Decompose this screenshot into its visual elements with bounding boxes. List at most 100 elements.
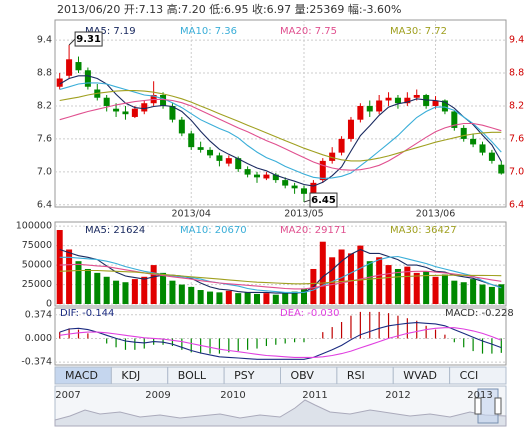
candle-body [56, 78, 63, 87]
y-tick-label: 7.0 [37, 166, 52, 177]
volume-bar [207, 291, 214, 305]
indicator-tab-label: RSI [347, 369, 365, 382]
ma-line [59, 255, 502, 293]
y-tick-label-right: 6.4 [509, 199, 524, 210]
volume-bar [338, 249, 345, 305]
volume-bar [150, 265, 157, 305]
legend-entry: MA5: 21624 [85, 225, 145, 236]
indicator-tab-label: WVAD [403, 369, 437, 382]
volume-bar [197, 290, 204, 305]
volume-bar [376, 257, 383, 305]
candle-body [131, 108, 138, 117]
candle-body [488, 152, 495, 161]
navigator-handle-left[interactable] [474, 397, 482, 415]
candle-body [441, 100, 448, 112]
volume-bar [357, 245, 364, 305]
annotation-box [309, 192, 338, 208]
volume-bar [216, 292, 223, 305]
candle-body [160, 94, 167, 106]
indicator-tab[interactable] [336, 366, 394, 385]
volume-bar [103, 276, 110, 305]
volume-bar [460, 282, 467, 305]
volume-bar [131, 279, 138, 305]
y-tick-label: 8.8 [37, 68, 52, 79]
candle-body [122, 111, 129, 115]
legend-entry: MA20: 29171 [280, 225, 347, 236]
navigator-handle-right[interactable] [494, 397, 502, 415]
legend-entry: MA10: 7.36 [180, 26, 237, 37]
volume-bar [56, 230, 63, 305]
annotation-text: 6.45 [311, 195, 336, 206]
indicator-tab[interactable] [449, 366, 507, 385]
y-tick-label: 8.2 [37, 100, 52, 111]
indicator-tab-label: KDJ [121, 369, 140, 382]
volume-bar [404, 266, 411, 305]
volume-bar [441, 274, 448, 305]
annotation-leader [303, 199, 311, 203]
annotation-leader [68, 38, 76, 46]
candle-body [423, 94, 430, 106]
volume-bar [272, 294, 279, 305]
y-tick-label: 100000 [16, 221, 52, 232]
candle-body [404, 97, 411, 104]
y-tick-label: 0.374 [25, 309, 52, 320]
navigator-year: 2011 [302, 390, 327, 401]
candle-body [460, 127, 467, 139]
ma-line [59, 269, 502, 285]
candle-body [300, 188, 307, 194]
candle-body [282, 180, 289, 186]
legend-entry: MA20: 7.75 [280, 26, 337, 37]
volume-bar [263, 293, 270, 305]
candle-body [272, 174, 279, 181]
candle-body [338, 138, 345, 153]
volume-bar [94, 272, 101, 305]
x-tick-label: 2013/06 [416, 209, 455, 220]
navigator-year: 2009 [145, 390, 170, 401]
y-tick-label-right: 9.4 [509, 35, 524, 46]
indicator-tab-label: CCI [460, 369, 479, 382]
y-tick-label-right: 8.2 [509, 100, 524, 111]
volume-bar [479, 284, 486, 305]
candle-body [84, 70, 91, 87]
candle-body [470, 138, 477, 145]
y-tick-label: 9.4 [37, 35, 52, 46]
candle-body [310, 182, 317, 194]
candle-body [432, 100, 439, 106]
candle-body [188, 133, 195, 148]
candle-body [254, 174, 261, 178]
legend-entry: MACD: -0.228 [445, 308, 514, 319]
volume-bar [169, 280, 176, 305]
volume-bar [366, 261, 373, 305]
navigator [54, 385, 507, 427]
volume-bar [300, 288, 307, 305]
ma-line [59, 322, 502, 360]
navigator-year: 2012 [385, 390, 410, 401]
volume-bar [470, 279, 477, 305]
legend-entry: DIF: -0.144 [60, 308, 114, 319]
annotation-box [74, 31, 103, 47]
candle-body [141, 103, 148, 112]
volume-bar [432, 276, 439, 305]
indicator-tab-label: PSY [234, 369, 255, 382]
volume-bar [225, 290, 232, 305]
volume-bar [66, 249, 73, 305]
volume-bar [329, 257, 336, 305]
candle-body [235, 158, 242, 170]
candle-body [216, 155, 223, 161]
candle-body [113, 108, 120, 112]
header-quote: 2013/06/20 开:7.13 高:7.20 低:6.95 收:6.97 量… [57, 2, 402, 16]
candle-body [329, 152, 336, 161]
y-tick-label: 6.4 [37, 199, 52, 210]
ma-line [59, 98, 502, 171]
candle-body [319, 160, 326, 181]
volume-bar [347, 253, 354, 305]
annotation-text: 9.31 [76, 34, 101, 45]
ma-line [59, 75, 502, 187]
volume-bar [254, 293, 261, 305]
ma-line [59, 327, 502, 358]
volume-bar [244, 292, 251, 305]
candle-body [75, 62, 82, 71]
volume-bar [113, 280, 120, 305]
candle-body [207, 149, 214, 156]
candle-body [66, 59, 73, 76]
